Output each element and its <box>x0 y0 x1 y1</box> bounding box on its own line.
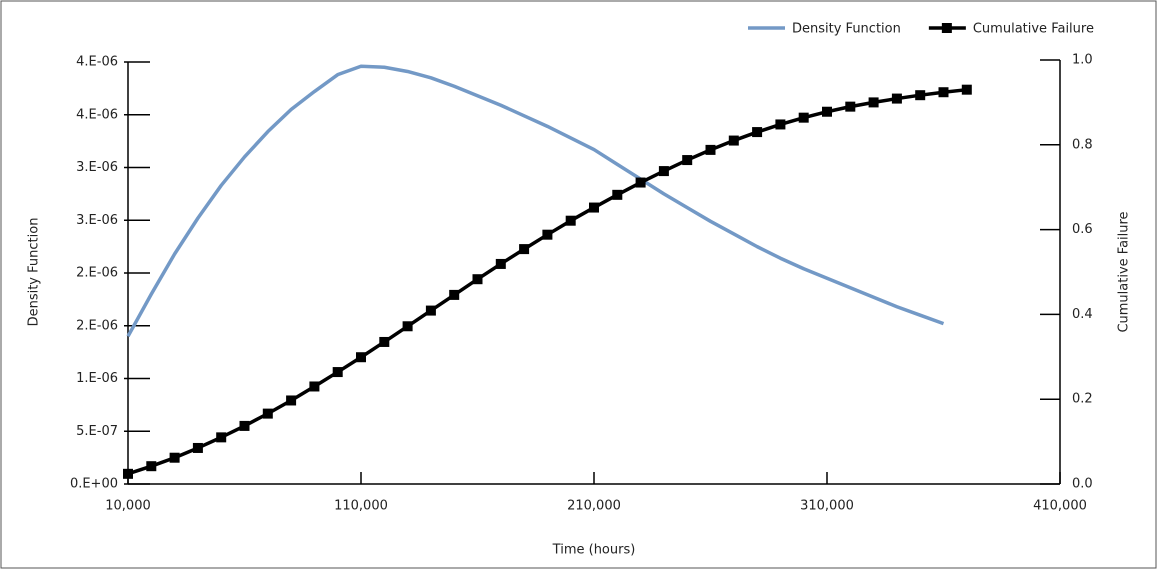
point-marker <box>682 155 693 166</box>
x-tick-label: 310,000 <box>800 499 854 514</box>
point-marker <box>798 112 809 123</box>
point-marker <box>961 84 972 95</box>
series-line <box>126 64 945 338</box>
point-marker <box>332 367 343 378</box>
y2-axis-title: Cumulative Failure <box>1117 211 1132 332</box>
point-marker <box>309 381 320 392</box>
point-marker <box>216 432 227 443</box>
point-marker <box>146 461 157 472</box>
x-axis-title: Time (hours) <box>552 543 636 558</box>
y2-tick-label: 0.8 <box>1072 137 1093 152</box>
point-marker <box>635 177 646 188</box>
point-marker <box>589 202 599 213</box>
point-marker <box>192 442 203 453</box>
point-marker <box>425 305 436 316</box>
y-tick-label: 2.E-06 <box>76 318 118 333</box>
point-marker <box>845 101 856 112</box>
point-marker <box>775 119 786 130</box>
point-marker <box>472 274 483 285</box>
point-marker <box>822 106 832 117</box>
y-tick-label: 2.E-06 <box>76 266 118 281</box>
y-axis-title: Density Function <box>27 218 42 327</box>
point-marker <box>705 144 716 155</box>
point-marker <box>915 90 926 101</box>
point-marker <box>728 135 739 146</box>
point-marker <box>658 166 669 177</box>
y2-tick-label: 0.0 <box>1072 477 1093 492</box>
point-marker <box>565 215 576 226</box>
y-tick-label: 4.E-06 <box>76 55 118 70</box>
point-marker <box>262 408 273 419</box>
point-marker <box>449 289 460 300</box>
y2-tick-label: 0.6 <box>1072 222 1093 237</box>
legend-label: Cumulative Failure <box>973 22 1094 37</box>
y-tick-label: 0.E+00 <box>70 477 118 492</box>
point-marker <box>123 468 133 479</box>
point-marker <box>495 258 506 269</box>
point-marker <box>169 452 180 463</box>
point-marker <box>356 352 366 363</box>
legend-label: Density Function <box>792 22 901 37</box>
x-tick-label: 110,000 <box>334 499 388 514</box>
point-marker <box>938 87 949 98</box>
point-marker <box>286 395 297 406</box>
y-tick-label: 5.E-07 <box>76 424 118 439</box>
point-marker <box>752 127 763 138</box>
legend-marker <box>941 23 952 33</box>
y2-tick-label: 1.0 <box>1072 53 1093 68</box>
point-marker <box>868 97 879 108</box>
y-tick-label: 1.E-06 <box>76 371 118 386</box>
y-tick-label: 4.E-06 <box>76 107 118 122</box>
y-tick-label: 3.E-06 <box>76 160 118 175</box>
y2-tick-label: 0.4 <box>1072 307 1093 322</box>
x-tick-label: 410,000 <box>1033 499 1087 514</box>
y2-tick-label: 0.2 <box>1072 392 1093 407</box>
point-marker <box>402 321 413 332</box>
point-marker <box>239 420 250 431</box>
y-tick-label: 3.E-06 <box>76 213 118 228</box>
point-marker <box>542 229 553 240</box>
point-marker <box>379 336 390 347</box>
point-marker <box>519 244 530 255</box>
x-tick-label: 210,000 <box>567 499 621 514</box>
point-marker <box>612 189 623 200</box>
point-marker <box>891 93 902 104</box>
x-tick-label: 10,000 <box>105 499 151 514</box>
